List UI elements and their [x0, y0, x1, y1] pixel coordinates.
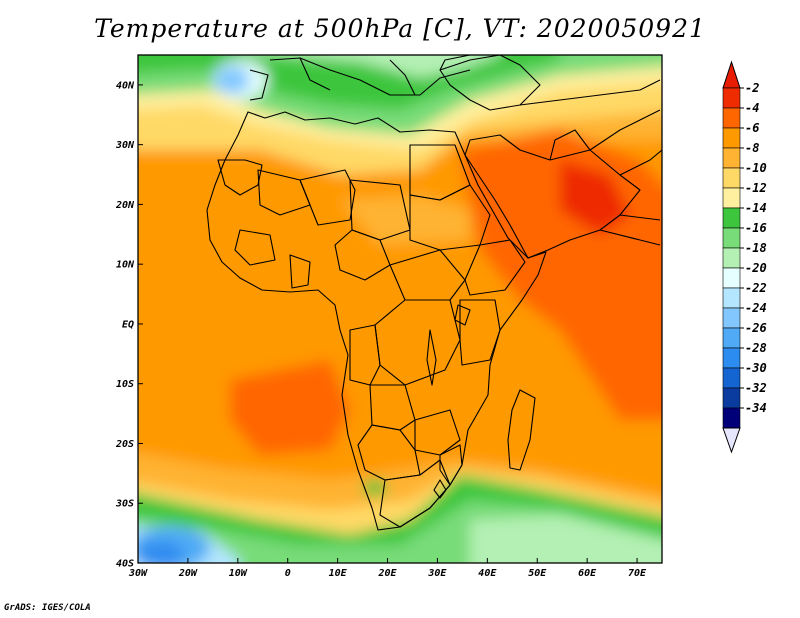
colorbar-label: -4 [745, 101, 759, 115]
colorbar-bottom-arrow [722, 427, 741, 454]
colorbar-label: -26 [745, 321, 767, 335]
y-tick-label: 40N [116, 80, 135, 91]
colorbar-swatch [722, 307, 741, 329]
colorbar-swatch [722, 387, 741, 409]
colorbar-swatch [722, 227, 741, 249]
colorbar-label: -16 [745, 221, 767, 235]
colorbar-swatch [722, 287, 741, 309]
x-tick-label: 30E [427, 568, 447, 579]
colorbar-label: -12 [745, 181, 767, 195]
colorbar-swatch [722, 247, 741, 269]
colorbar-label: -14 [745, 201, 767, 215]
colorbar-label: -22 [745, 281, 767, 295]
y-tick-label: 20S [115, 439, 134, 450]
colorbar-swatch [722, 187, 741, 209]
colorbar-swatch [722, 167, 741, 189]
x-tick-label: 10W [229, 568, 248, 579]
y-tick-label: 30N [115, 140, 135, 151]
plot-frame [137, 54, 663, 564]
y-tick-label: 10N [116, 260, 135, 271]
y-tick-label: 10S [116, 379, 134, 390]
grads-credit: GrADS: IGES/COLA [4, 603, 91, 613]
x-axis-ticks: 30W 20W 10W 0 10E 20E 30E 40E 50E 60E 70E [128, 558, 647, 579]
colorbar-swatch [722, 207, 741, 229]
colorbar-swatch [722, 107, 741, 129]
colorbar-label: -8 [745, 141, 759, 155]
colorbar-label: -20 [745, 261, 767, 275]
y-tick-label: EQ [122, 319, 134, 330]
colorbar-label: -32 [745, 381, 767, 395]
colorbar-label: -10 [745, 161, 767, 175]
colorbar-label: -2 [745, 81, 759, 95]
colorbar-swatch [722, 267, 741, 289]
x-tick-label: 60E [578, 568, 597, 579]
colorbar-label: -34 [745, 401, 767, 415]
x-tick-label: 70E [628, 568, 647, 579]
temperature-field [138, 55, 662, 563]
colorbar-label: -6 [745, 121, 759, 135]
colorbar-label: -24 [745, 301, 767, 315]
colorbar-label: -30 [745, 361, 767, 375]
x-tick-label: 20E [377, 568, 397, 579]
colorbar-swatch [722, 407, 741, 429]
x-tick-label: 0 [285, 568, 291, 579]
colorbar-swatch [722, 347, 741, 369]
colorbar-swatch [722, 127, 741, 149]
colorbar-swatch [722, 147, 741, 169]
x-tick-label: 20W [178, 568, 198, 579]
y-tick-label: 20N [115, 200, 135, 211]
x-tick-label: 40E [478, 568, 497, 579]
colorbar-top-arrow [722, 60, 741, 89]
y-tick-label: 40S [116, 559, 134, 570]
colorbar-label: -28 [745, 341, 767, 355]
colorbar-label: -18 [745, 241, 767, 255]
colorbar: -2 -4 -6 -8 -10 -12 -14 -16 -18 -20 -22 -24 -26 -28 -3… [722, 60, 767, 454]
y-axis-ticks: 40N 30N 20N 10N EQ 10S 20S 30S 40S [115, 80, 143, 570]
colorbar-swatch [722, 87, 741, 109]
colorbar-swatch [722, 367, 741, 389]
y-tick-label: 30S [115, 499, 134, 510]
colorbar-swatch [722, 327, 741, 349]
x-tick-label: 30W [128, 568, 148, 579]
map-title: Temperature at 500hPa [C], VT: 202005092… [94, 14, 706, 43]
x-tick-label: 50E [528, 568, 547, 579]
x-tick-label: 10E [329, 568, 348, 579]
